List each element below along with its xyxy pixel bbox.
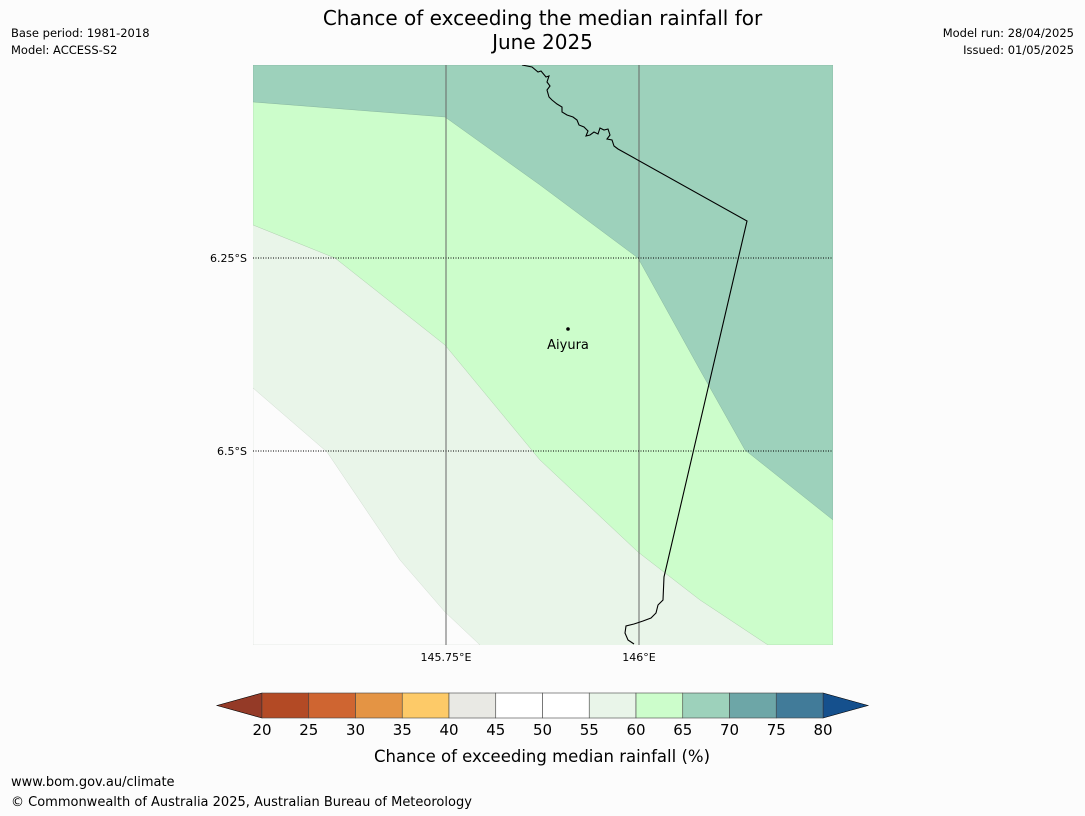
place-label: Aiyura xyxy=(547,338,589,353)
colorbar-tick-label: 65 xyxy=(673,721,692,739)
lat-label-6-25: 6.25°S xyxy=(210,252,247,265)
band-below-55 xyxy=(253,387,481,645)
colorbar-swatch xyxy=(308,692,356,719)
colorbar-swatch xyxy=(588,692,637,719)
colorbar-tick-label: 35 xyxy=(393,721,412,739)
model-run: Model run: 28/04/2025 xyxy=(942,26,1074,40)
meta-left: Base period: 1981-2018 Model: ACCESS-S2 xyxy=(11,25,150,59)
colorbar-tick-label: 30 xyxy=(346,721,365,739)
colorbar-tick-label: 80 xyxy=(813,721,832,739)
title-line-2: June 2025 xyxy=(492,30,593,54)
colorbar: 20 25 30 35 40 45 50 55 60 65 70 75 80 xyxy=(215,692,870,739)
colorbar-swatch xyxy=(729,692,777,719)
colorbar-tick-label: 40 xyxy=(439,721,458,739)
title-line-1: Chance of exceeding the median rainfall … xyxy=(322,6,763,30)
place-marker xyxy=(566,327,570,331)
colorbar-swatch xyxy=(682,692,730,719)
colorbar-swatch xyxy=(542,692,590,719)
footer-copyright: © Commonwealth of Australia 2025, Austra… xyxy=(11,795,472,810)
lat-label-6-5: 6.5°S xyxy=(217,445,247,458)
base-period: Base period: 1981-2018 xyxy=(11,26,150,40)
colorbar-tick-label: 45 xyxy=(486,721,505,739)
colorbar-over-arrow xyxy=(822,692,870,719)
lon-label-145-75: 145.75°E xyxy=(421,651,472,664)
issued-date: Issued: 01/05/2025 xyxy=(963,43,1074,57)
footer-url: www.bom.gov.au/climate xyxy=(11,775,175,790)
colorbar-swatch xyxy=(635,692,684,719)
colorbar-swatch xyxy=(495,692,543,719)
lon-label-146: 146°E xyxy=(622,651,655,664)
colorbar-swatch xyxy=(448,692,497,719)
colorbar-under-arrow xyxy=(215,692,263,719)
colorbar-swatch xyxy=(401,692,450,719)
map-title: Chance of exceeding the median rainfall … xyxy=(0,6,1085,54)
map-area xyxy=(253,65,833,645)
colorbar-tick-label: 75 xyxy=(767,721,786,739)
meta-right: Model run: 28/04/2025 Issued: 01/05/2025 xyxy=(943,25,1074,59)
colorbar-swatch xyxy=(355,692,403,719)
colorbar-swatch xyxy=(775,692,824,719)
model-name: Model: ACCESS-S2 xyxy=(11,43,118,57)
colorbar-tick-label: 55 xyxy=(580,721,599,739)
colorbar-label: Chance of exceeding median rainfall (%) xyxy=(374,747,710,766)
band-65-70 xyxy=(253,65,833,521)
colorbar-tick-label: 50 xyxy=(533,721,552,739)
colorbar-tick-label: 70 xyxy=(720,721,739,739)
colorbar-tick-label: 60 xyxy=(626,721,645,739)
colorbar-swatch xyxy=(261,692,310,719)
border-line xyxy=(521,65,748,645)
colorbar-tick-label: 25 xyxy=(299,721,318,739)
colorbar-tick-label: 20 xyxy=(252,721,271,739)
